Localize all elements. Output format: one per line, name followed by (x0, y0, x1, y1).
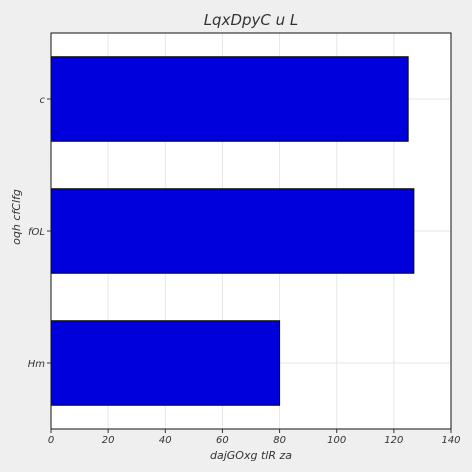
bars (50, 56, 415, 406)
x-tick-label: 120 (384, 435, 403, 446)
x-tick-label: 80 (273, 435, 286, 446)
x-tick-label: 0 (48, 435, 54, 446)
x-tick-label: 100 (327, 435, 346, 446)
bar (50, 188, 415, 274)
y-tick-label: Hm (28, 359, 46, 370)
bar (50, 56, 409, 142)
x-axis-label: dajGOxg tlR za (210, 449, 292, 462)
x-axis-ticks: 0 20 40 60 80 100 120 140 (48, 429, 461, 446)
bar (50, 320, 281, 406)
y-tick-label: c (40, 95, 46, 106)
x-tick-label: 60 (216, 435, 229, 446)
chart-title: LqxDpyC u L (204, 11, 299, 29)
x-tick-label: 40 (159, 435, 172, 446)
x-tick-label: 20 (102, 435, 115, 446)
x-tick-label: 140 (441, 435, 460, 446)
y-tick-label: fOL (28, 227, 45, 238)
y-axis-label: oqh cfClfg (10, 189, 23, 245)
y-axis-ticks: Hm fOL c (28, 95, 51, 370)
